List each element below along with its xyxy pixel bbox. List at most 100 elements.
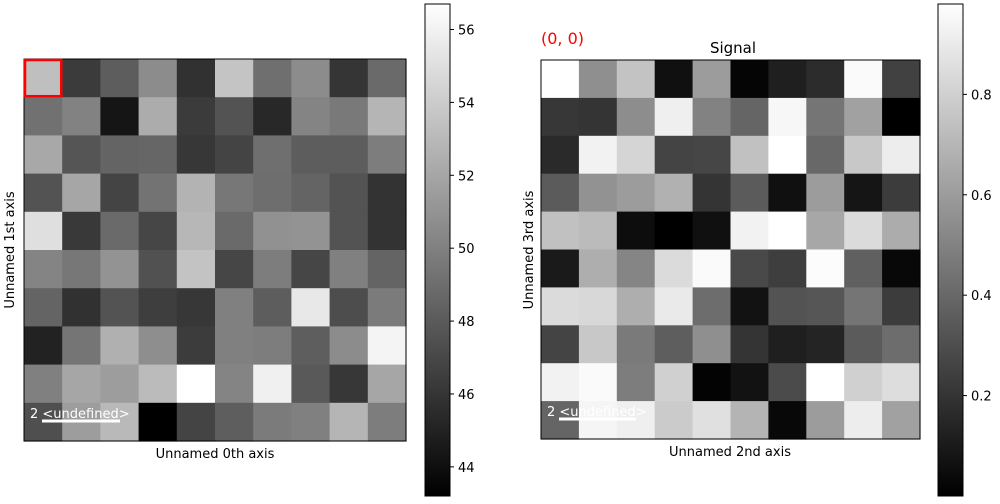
navigator-cell-r3-c8[interactable] bbox=[329, 173, 369, 213]
navigator-cell-r5-c9[interactable] bbox=[367, 250, 407, 289]
navigator-heatmap-cells[interactable] bbox=[24, 59, 407, 442]
navigator-cell-r6-c5[interactable] bbox=[215, 288, 254, 327]
navigator-cell-r1-c9[interactable] bbox=[367, 97, 407, 136]
navigator-selection-box[interactable] bbox=[23, 58, 63, 98]
navigator-cell-r7-c8[interactable] bbox=[329, 326, 369, 366]
navigator-cell-r8-c3[interactable] bbox=[138, 364, 178, 404]
navigator-cell-r3-c9[interactable] bbox=[367, 173, 407, 213]
navigator-cell-r6-c8[interactable] bbox=[329, 288, 369, 327]
navigator-cell-r4-c1[interactable] bbox=[62, 211, 101, 251]
navigator-cell-r6-c3[interactable] bbox=[138, 288, 178, 327]
navigator-cell-r0-c5[interactable] bbox=[215, 59, 254, 98]
navigator-cell-r1-c2[interactable] bbox=[100, 97, 140, 136]
navigator-cell-r0-c6[interactable] bbox=[253, 59, 292, 98]
navigator-cell-r1-c8[interactable] bbox=[329, 97, 369, 136]
navigator-cell-r7-c4[interactable] bbox=[176, 326, 216, 366]
navigator-cell-r4-c5[interactable] bbox=[215, 211, 254, 251]
navigator-cell-r5-c8[interactable] bbox=[329, 250, 369, 289]
navigator-cell-r4-c2[interactable] bbox=[100, 211, 140, 251]
navigator-cell-r9-c8[interactable] bbox=[329, 402, 369, 442]
navigator-cell-r7-c7[interactable] bbox=[291, 326, 331, 366]
navigator-cell-r4-c9[interactable] bbox=[367, 211, 407, 251]
navigator-cell-r2-c4[interactable] bbox=[176, 135, 216, 175]
navigator-cell-r7-c1[interactable] bbox=[62, 326, 101, 366]
navigator-cell-r1-c0[interactable] bbox=[24, 97, 63, 136]
navigator-cell-r4-c3[interactable] bbox=[138, 211, 178, 251]
navigator-cell-r1-c1[interactable] bbox=[62, 97, 101, 136]
navigator-cell-r0-c9[interactable] bbox=[367, 59, 407, 98]
navigator-cell-r9-c4[interactable] bbox=[176, 402, 216, 442]
navigator-cell-r9-c3[interactable] bbox=[138, 402, 178, 442]
navigator-cell-r2-c7[interactable] bbox=[291, 135, 331, 175]
navigator-cell-r1-c7[interactable] bbox=[291, 97, 331, 136]
navigator-cell-r2-c9[interactable] bbox=[367, 135, 407, 175]
navigator-cell-r3-c0[interactable] bbox=[24, 173, 63, 213]
navigator-cell-r5-c4[interactable] bbox=[176, 250, 216, 289]
navigator-cell-r3-c5[interactable] bbox=[215, 173, 254, 213]
navigator-cell-r6-c1[interactable] bbox=[62, 288, 101, 327]
navigator-cell-r2-c2[interactable] bbox=[100, 135, 140, 175]
navigator-cell-r2-c1[interactable] bbox=[62, 135, 101, 175]
navigator-cell-r6-c7[interactable] bbox=[291, 288, 331, 327]
navigator-cell-r2-c0[interactable] bbox=[24, 135, 63, 175]
navigator-cell-r1-c6[interactable] bbox=[253, 97, 292, 136]
navigator-cell-r6-c9[interactable] bbox=[367, 288, 407, 327]
navigator-cell-r0-c1[interactable] bbox=[62, 59, 101, 98]
navigator-cell-r7-c6[interactable] bbox=[253, 326, 292, 366]
navigator-cell-r0-c0[interactable] bbox=[24, 59, 63, 98]
navigator-cell-r6-c0[interactable] bbox=[24, 288, 63, 327]
navigator-cell-r3-c1[interactable] bbox=[62, 173, 101, 213]
navigator-cell-r8-c6[interactable] bbox=[253, 364, 292, 404]
navigator-cell-r6-c2[interactable] bbox=[100, 288, 140, 327]
navigator-cell-r7-c9[interactable] bbox=[367, 326, 407, 366]
navigator-cell-r3-c2[interactable] bbox=[100, 173, 140, 213]
navigator-cell-r5-c7[interactable] bbox=[291, 250, 331, 289]
navigator-cell-r7-c2[interactable] bbox=[100, 326, 140, 366]
navigator-cell-r2-c8[interactable] bbox=[329, 135, 369, 175]
navigator-cell-r5-c5[interactable] bbox=[215, 250, 254, 289]
navigator-cell-r1-c3[interactable] bbox=[138, 97, 178, 136]
navigator-cell-r8-c0[interactable] bbox=[24, 364, 63, 404]
navigator-cell-r5-c0[interactable] bbox=[24, 250, 63, 289]
navigator-cell-r4-c4[interactable] bbox=[176, 211, 216, 251]
navigator-cell-r6-c4[interactable] bbox=[176, 288, 216, 327]
navigator-cell-r2-c5[interactable] bbox=[215, 135, 254, 175]
navigator-cell-r9-c9[interactable] bbox=[367, 402, 407, 442]
navigator-cell-r8-c1[interactable] bbox=[62, 364, 101, 404]
navigator-cell-r2-c6[interactable] bbox=[253, 135, 292, 175]
navigator-cell-r5-c1[interactable] bbox=[62, 250, 101, 289]
navigator-cell-r5-c3[interactable] bbox=[138, 250, 178, 289]
navigator-cell-r8-c8[interactable] bbox=[329, 364, 369, 404]
navigator-cell-r8-c7[interactable] bbox=[291, 364, 331, 404]
navigator-cell-r0-c4[interactable] bbox=[176, 59, 216, 98]
navigator-cell-r4-c6[interactable] bbox=[253, 211, 292, 251]
navigator-cell-r9-c6[interactable] bbox=[253, 402, 292, 442]
navigator-cell-r7-c0[interactable] bbox=[24, 326, 63, 366]
navigator-cell-r0-c8[interactable] bbox=[329, 59, 369, 98]
navigator-cell-r4-c0[interactable] bbox=[24, 211, 63, 251]
navigator-cell-r6-c6[interactable] bbox=[253, 288, 292, 327]
navigator-cell-r7-c5[interactable] bbox=[215, 326, 254, 366]
navigator-cell-r3-c4[interactable] bbox=[176, 173, 216, 213]
navigator-cell-r9-c7[interactable] bbox=[291, 402, 331, 442]
navigator-cell-r4-c7[interactable] bbox=[291, 211, 331, 251]
navigator-cell-r1-c5[interactable] bbox=[215, 97, 254, 136]
navigator-cell-r3-c3[interactable] bbox=[138, 173, 178, 213]
signal-cell-r5-c7 bbox=[806, 249, 845, 288]
navigator-cell-r7-c3[interactable] bbox=[138, 326, 178, 366]
navigator-cell-r8-c9[interactable] bbox=[367, 364, 407, 404]
navigator-cell-r4-c8[interactable] bbox=[329, 211, 369, 251]
navigator-cell-r8-c2[interactable] bbox=[100, 364, 140, 404]
navigator-cell-r0-c3[interactable] bbox=[138, 59, 178, 98]
navigator-cell-r9-c5[interactable] bbox=[215, 402, 254, 442]
navigator-cell-r5-c6[interactable] bbox=[253, 250, 292, 289]
navigator-cell-r1-c4[interactable] bbox=[176, 97, 216, 136]
navigator-cell-r8-c4[interactable] bbox=[176, 364, 216, 404]
navigator-cell-r5-c2[interactable] bbox=[100, 250, 140, 289]
navigator-cell-r2-c3[interactable] bbox=[138, 135, 178, 175]
navigator-cell-r0-c7[interactable] bbox=[291, 59, 331, 98]
navigator-cell-r3-c6[interactable] bbox=[253, 173, 292, 213]
navigator-cell-r3-c7[interactable] bbox=[291, 173, 331, 213]
navigator-cell-r0-c2[interactable] bbox=[100, 59, 140, 98]
navigator-cell-r8-c5[interactable] bbox=[215, 364, 254, 404]
